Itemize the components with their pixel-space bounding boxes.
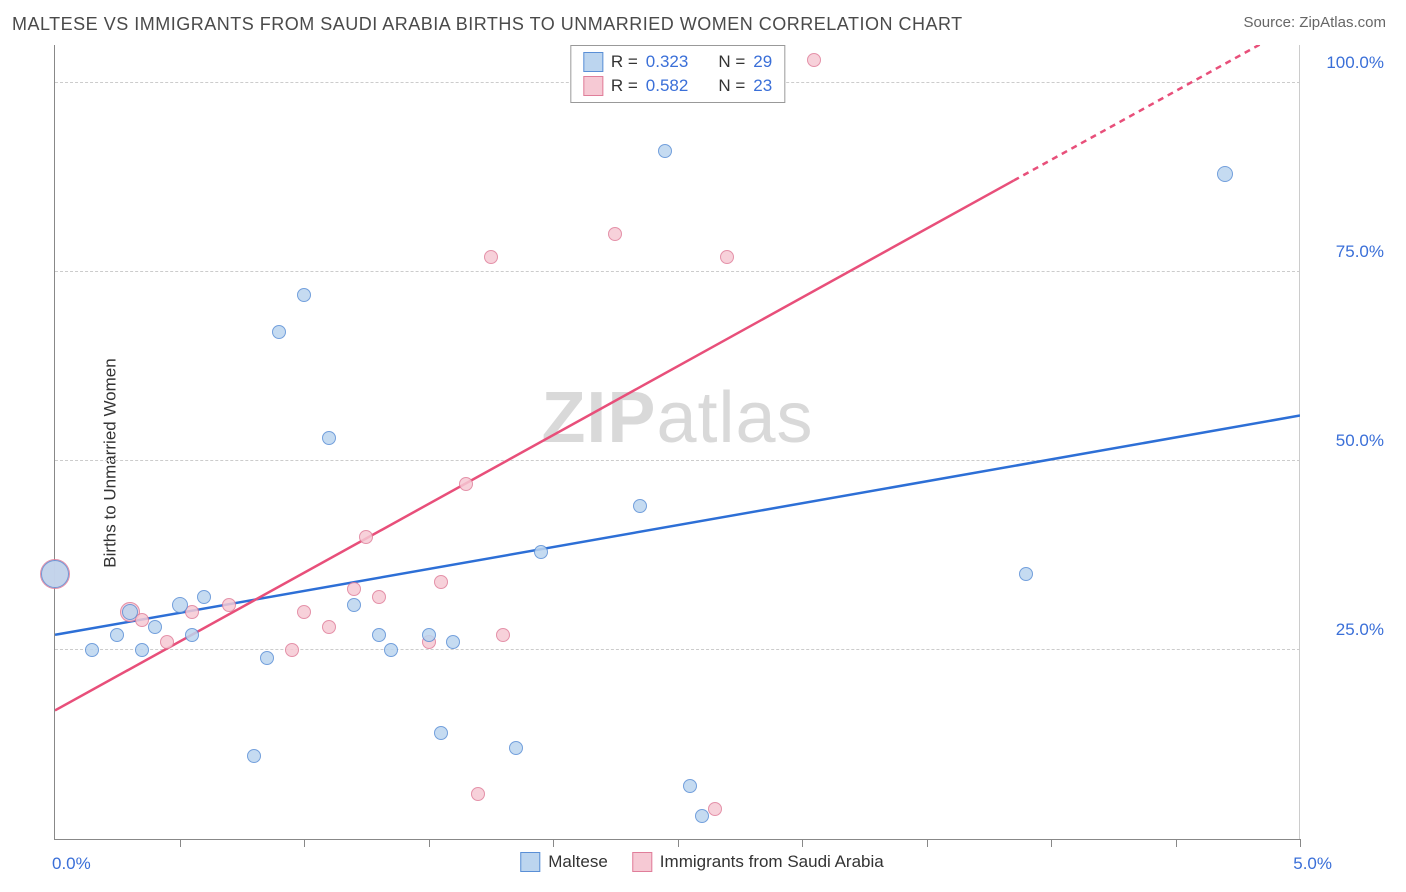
point-saudi (160, 635, 174, 649)
x-tick (802, 839, 803, 847)
point-maltese (534, 545, 548, 559)
point-maltese (322, 431, 336, 445)
point-maltese (272, 325, 286, 339)
point-maltese (1217, 166, 1233, 182)
point-maltese (422, 628, 436, 642)
point-saudi (720, 250, 734, 264)
r-value-saudi: 0.582 (646, 74, 689, 98)
point-maltese (372, 628, 386, 642)
x-tick (304, 839, 305, 847)
point-saudi (372, 590, 386, 604)
y-tick-label: 100.0% (1308, 53, 1384, 73)
point-saudi (608, 227, 622, 241)
point-maltese (297, 288, 311, 302)
regression-line (55, 181, 1014, 711)
x-tick (180, 839, 181, 847)
point-saudi (285, 643, 299, 657)
point-maltese (633, 499, 647, 513)
point-maltese (148, 620, 162, 634)
watermark: ZIPatlas (541, 377, 813, 459)
y-tick-label: 25.0% (1308, 620, 1384, 640)
r-value-maltese: 0.323 (646, 50, 689, 74)
r-label: R = (611, 74, 638, 98)
legend-item-saudi: Immigrants from Saudi Arabia (632, 852, 884, 872)
n-value-saudi: 23 (753, 74, 772, 98)
point-saudi (297, 605, 311, 619)
point-maltese (185, 628, 199, 642)
swatch-saudi (632, 852, 652, 872)
point-saudi (359, 530, 373, 544)
point-maltese (172, 597, 188, 613)
y-tick-label: 50.0% (1308, 431, 1384, 451)
x-tick (927, 839, 928, 847)
point-maltese (347, 598, 361, 612)
gridline-h (55, 460, 1300, 461)
point-maltese (41, 560, 69, 588)
point-maltese (384, 643, 398, 657)
plot-right-edge (1299, 45, 1300, 839)
swatch-maltese (520, 852, 540, 872)
point-maltese (247, 749, 261, 763)
point-saudi (322, 620, 336, 634)
x-tick (1300, 839, 1301, 847)
point-maltese (446, 635, 460, 649)
swatch-maltese (583, 52, 603, 72)
y-tick-label: 75.0% (1308, 242, 1384, 262)
point-maltese (110, 628, 124, 642)
x-tick (429, 839, 430, 847)
chart-title: MALTESE VS IMMIGRANTS FROM SAUDI ARABIA … (12, 14, 963, 35)
legend-stats-row-maltese: R = 0.323 N = 29 (583, 50, 772, 74)
point-saudi (807, 53, 821, 67)
point-saudi (484, 250, 498, 264)
point-maltese (683, 779, 697, 793)
regression-line (55, 416, 1300, 635)
x-tick (678, 839, 679, 847)
gridline-h (55, 649, 1300, 650)
point-maltese (122, 604, 138, 620)
point-saudi (496, 628, 510, 642)
point-maltese (85, 643, 99, 657)
point-saudi (459, 477, 473, 491)
chart-container: Births to Unmarried Women ZIPatlas R = 0… (12, 45, 1392, 880)
gridline-h (55, 271, 1300, 272)
point-saudi (222, 598, 236, 612)
point-maltese (197, 590, 211, 604)
source-label: Source: ZipAtlas.com (1243, 14, 1386, 31)
point-maltese (260, 651, 274, 665)
legend-series: Maltese Immigrants from Saudi Arabia (520, 852, 883, 872)
regression-line (1014, 45, 1300, 181)
x-tick (553, 839, 554, 847)
n-label: N = (718, 50, 745, 74)
plot-area: ZIPatlas R = 0.323 N = 29 R = 0.582 N = … (54, 45, 1300, 840)
x-axis-max-label: 5.0% (1293, 854, 1332, 874)
n-label: N = (718, 74, 745, 98)
point-maltese (658, 144, 672, 158)
legend-label-saudi: Immigrants from Saudi Arabia (660, 852, 884, 872)
x-tick (1176, 839, 1177, 847)
point-saudi (434, 575, 448, 589)
point-maltese (135, 643, 149, 657)
point-maltese (509, 741, 523, 755)
legend-label-maltese: Maltese (548, 852, 608, 872)
point-maltese (695, 809, 709, 823)
point-saudi (471, 787, 485, 801)
legend-stats-row-saudi: R = 0.582 N = 23 (583, 74, 772, 98)
x-tick (1051, 839, 1052, 847)
regression-lines-layer (55, 45, 1300, 839)
r-label: R = (611, 50, 638, 74)
n-value-maltese: 29 (753, 50, 772, 74)
x-axis-min-label: 0.0% (52, 854, 91, 874)
legend-item-maltese: Maltese (520, 852, 608, 872)
swatch-saudi (583, 76, 603, 96)
legend-stats: R = 0.323 N = 29 R = 0.582 N = 23 (570, 45, 785, 103)
point-saudi (708, 802, 722, 816)
point-maltese (1019, 567, 1033, 581)
point-saudi (347, 582, 361, 596)
point-maltese (434, 726, 448, 740)
